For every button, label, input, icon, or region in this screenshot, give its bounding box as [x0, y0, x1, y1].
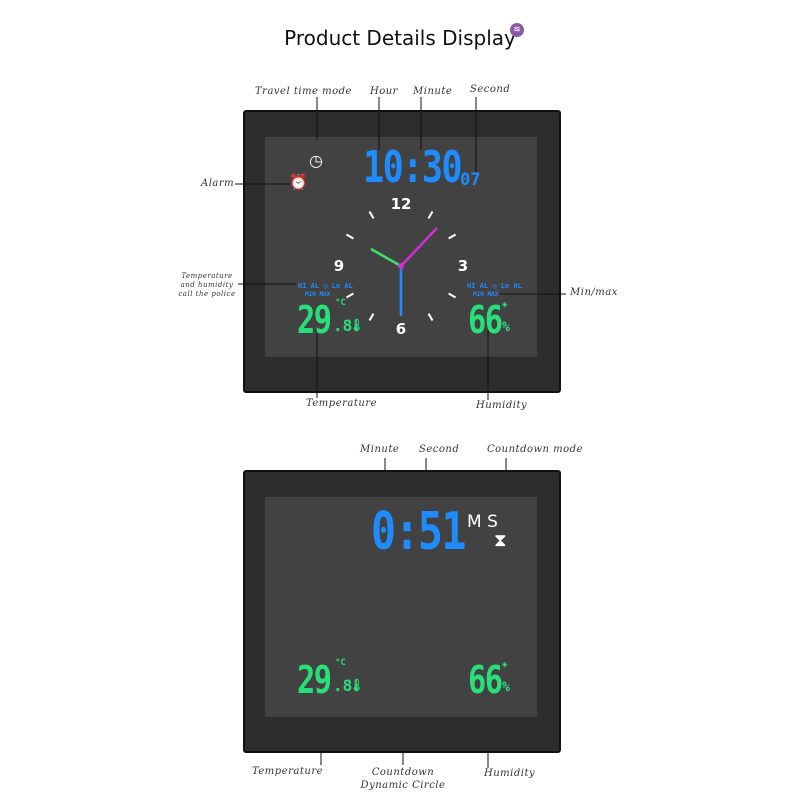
label-alert: Temperature and humidity call the police [178, 272, 236, 298]
cd-label-circle: Countdown Dynamic Circle [360, 767, 446, 791]
hour-tick [427, 210, 434, 219]
countdown-screen [265, 497, 537, 717]
cd-label-second: Second [419, 444, 460, 455]
hour-tick [448, 233, 457, 240]
alarm-icon: ⏰ [289, 173, 308, 191]
cd-humidity-drop-icon: ◈ [502, 660, 508, 670]
label-second: Second [470, 84, 511, 95]
label-travel-mode: Travel time mode [255, 86, 352, 97]
cd-thermometer-icon: 🌡 [349, 678, 365, 692]
dial-6: 6 [395, 320, 407, 338]
cd-temperature-decimal: .8 [333, 676, 353, 695]
hour-tick [345, 292, 354, 299]
countdown-panel [243, 470, 561, 753]
brand-logo-icon: ≋ [510, 23, 524, 37]
alarm-indicator-right: HI AL ◷ Lo AL [467, 282, 522, 290]
travel-clock-icon: ◷ [309, 151, 323, 170]
hour-tick [368, 313, 375, 322]
cd-label-humidity: Humidity [484, 768, 536, 779]
clock-center [398, 263, 404, 269]
temperature-decimal: .8 [333, 316, 353, 335]
cd-label-minute: Minute [360, 444, 400, 455]
hour-tick [368, 210, 375, 219]
dial-3: 3 [457, 257, 469, 275]
cd-label-mode: Countdown mode [487, 444, 583, 455]
ms-indicator: M S [467, 512, 498, 532]
clock-screen [265, 137, 537, 357]
dial-12: 12 [390, 195, 412, 213]
humidity-unit: % [502, 320, 510, 335]
minute-hand [400, 227, 438, 267]
label-humidity: Humidity [476, 400, 528, 411]
cd-humidity-unit: % [502, 680, 510, 695]
label-alarm: Alarm [201, 178, 235, 189]
hour-tick [427, 313, 434, 322]
alarm-indicator-left: HI AL ◷ Lo AL [298, 282, 353, 290]
label-hour: Hour [370, 86, 398, 97]
thermometer-icon: 🌡 [349, 318, 365, 332]
cd-humidity-value: 66 [468, 658, 503, 702]
cd-temperature-unit: °C [335, 658, 346, 668]
humidity-drop-icon: ◈ [502, 300, 508, 310]
label-temperature: Temperature [306, 398, 378, 409]
label-minute: Minute [413, 86, 453, 97]
time-display: 10:30 [363, 142, 463, 193]
hour-tick [448, 292, 457, 299]
seconds-display: 07 [460, 170, 481, 190]
clock-panel [243, 110, 561, 393]
dial-9: 9 [333, 257, 345, 275]
minmax-indicator-left: MIN MAX [305, 291, 331, 298]
humidity-value: 66 [468, 298, 503, 342]
hour-tick [345, 233, 354, 240]
temperature-value: 29 [297, 298, 332, 342]
page-title: Product Details Display [284, 26, 516, 50]
cd-temperature-value: 29 [297, 658, 332, 702]
hourglass-icon: ⧗ [494, 530, 507, 551]
label-minmax: Min/max [570, 287, 618, 298]
minmax-indicator-right: MIN MAX [473, 291, 499, 298]
hour-hand [370, 247, 402, 268]
countdown-time: 0:51 [371, 502, 466, 562]
temperature-unit: °C [335, 298, 346, 308]
cd-label-temperature: Temperature [252, 766, 324, 777]
